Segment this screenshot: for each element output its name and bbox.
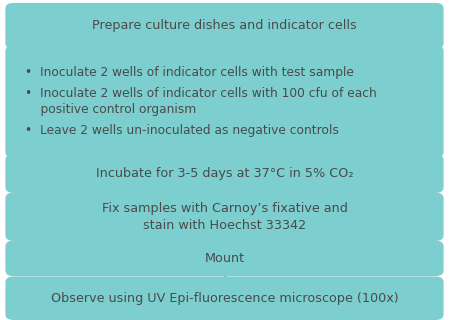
FancyBboxPatch shape <box>5 3 444 49</box>
Text: Mount: Mount <box>204 252 245 265</box>
Text: •  Inoculate 2 wells of indicator cells with test sample: • Inoculate 2 wells of indicator cells w… <box>25 66 353 79</box>
FancyBboxPatch shape <box>5 154 444 193</box>
FancyBboxPatch shape <box>5 241 444 276</box>
Text: •  Inoculate 2 wells of indicator cells with 100 cfu of each
    positive contro: • Inoculate 2 wells of indicator cells w… <box>25 87 376 116</box>
FancyBboxPatch shape <box>5 276 444 320</box>
FancyBboxPatch shape <box>5 193 444 241</box>
Text: Fix samples with Carnoy’s fixative and
stain with Hoechst 33342: Fix samples with Carnoy’s fixative and s… <box>101 202 348 232</box>
Text: Observe using UV Epi-fluorescence microscope (100x): Observe using UV Epi-fluorescence micros… <box>51 292 398 305</box>
Text: Incubate for 3-5 days at 37°C in 5% CO₂: Incubate for 3-5 days at 37°C in 5% CO₂ <box>96 167 353 180</box>
Text: •  Leave 2 wells un-inoculated as negative controls: • Leave 2 wells un-inoculated as negativ… <box>25 124 339 137</box>
Text: Prepare culture dishes and indicator cells: Prepare culture dishes and indicator cel… <box>92 20 357 32</box>
FancyBboxPatch shape <box>5 45 444 158</box>
